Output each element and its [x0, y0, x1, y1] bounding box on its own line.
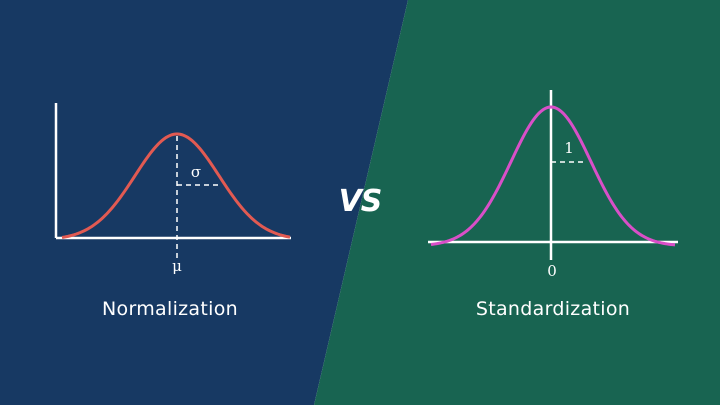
left-bell-curve	[61, 132, 291, 239]
vs-label: VS	[338, 184, 383, 219]
zero-label: 0	[547, 262, 557, 280]
left-background	[0, 0, 408, 405]
mean-symbol: μ	[172, 257, 182, 275]
one-label: 1	[564, 139, 574, 157]
standardization-title: Standardization	[475, 298, 631, 320]
normalization-title: Normalization	[102, 298, 238, 320]
right-background	[314, 0, 720, 405]
right-bell-curve	[430, 105, 676, 247]
sigma-symbol: σ	[190, 163, 202, 181]
